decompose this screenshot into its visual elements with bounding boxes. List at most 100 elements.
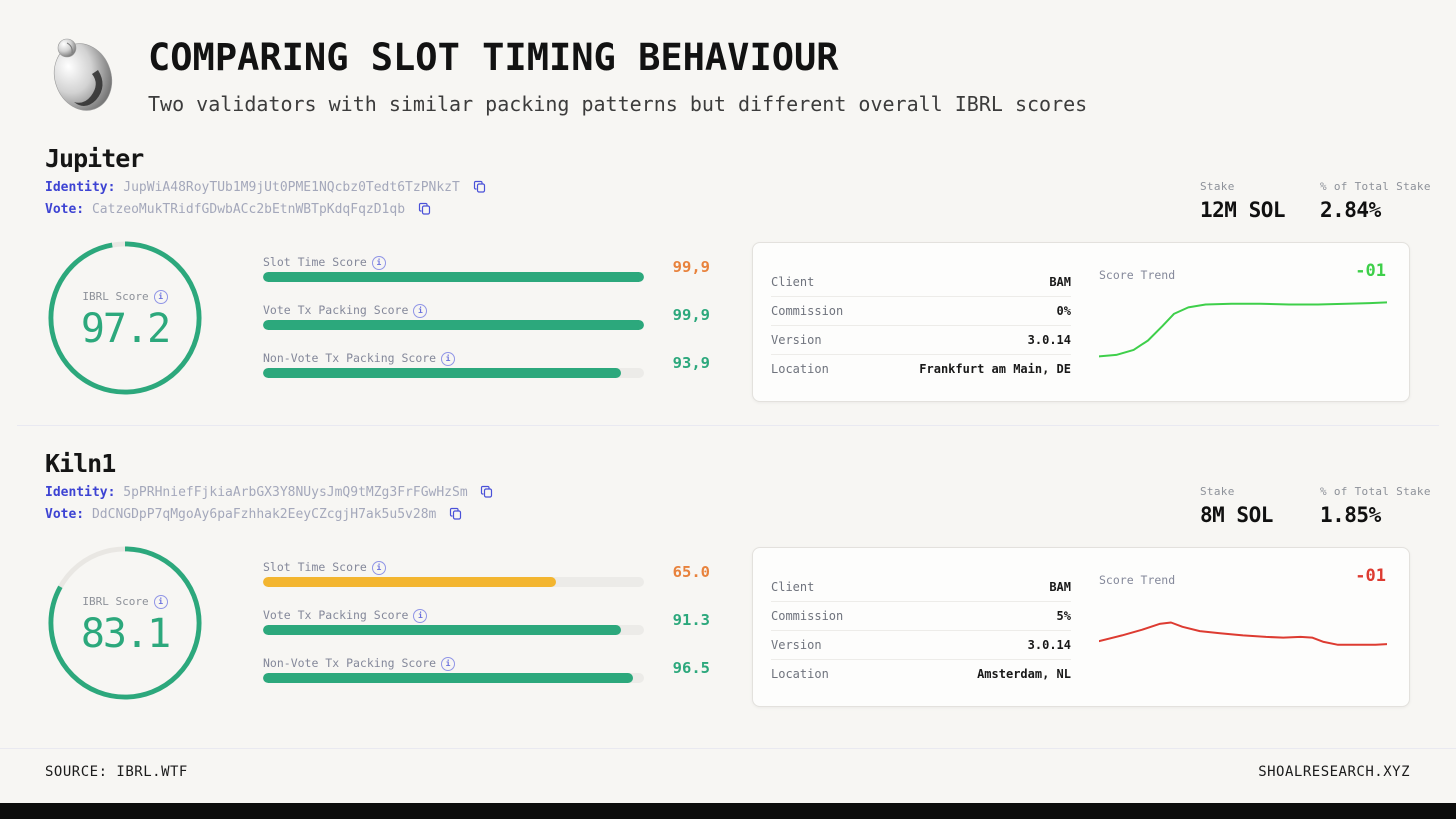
commission-value: 5% (1056, 609, 1071, 623)
info-icon[interactable]: i (413, 609, 428, 623)
metric-nonvote-packing: Non-Vote Tx Packing Score i 96.5 (263, 656, 713, 690)
commission-label: Commission (771, 609, 844, 623)
info-table: Client BAM Commission 5% Version 3.0.14 Loc… (771, 573, 1071, 688)
version-label: Version (771, 333, 822, 347)
location-label: Location (771, 362, 829, 376)
metric-bar-fill (263, 577, 557, 587)
copy-icon[interactable] (449, 507, 462, 524)
metric-bar-fill (263, 625, 622, 635)
metric-vote-packing: Vote Tx Packing Score i 99,9 (263, 303, 713, 337)
client-label: Client (771, 580, 815, 594)
commission-value: 0% (1056, 304, 1071, 318)
metric-nonvote-packing: Non-Vote Tx Packing Score i 93,9 (263, 351, 713, 385)
validator-info-card: Client BAM Commission 5% Version 3.0.14 Loc… (752, 547, 1410, 707)
stake-value: 8M SOL (1200, 503, 1273, 527)
pct-stake-stat: % of Total Stake 2.84% (1320, 180, 1456, 222)
identity-address: 5pPRHniefFjkiaArbGX3Y8NUysJmQ9tMZg3FrFGw… (123, 485, 468, 500)
pct-stake-label: % of Total Stake (1320, 180, 1431, 193)
table-row: Client BAM (771, 573, 1071, 602)
metric-bar-track (263, 320, 644, 330)
metric-bar-fill (263, 368, 622, 378)
metric-label-text: Slot Time Score (263, 560, 367, 574)
table-row: Version 3.0.14 (771, 326, 1071, 355)
ibrl-score-value: 83.1 (80, 611, 171, 657)
client-label: Client (771, 275, 815, 289)
ibrl-score-label-text: IBRL Score (82, 595, 149, 608)
ibrl-ring (48, 241, 202, 395)
location-value: Frankfurt am Main, DE (919, 362, 1071, 376)
metric-value: 93,9 (672, 354, 710, 372)
table-row: Commission 5% (771, 602, 1071, 631)
ibrl-score-value: 97.2 (80, 306, 171, 352)
page-title: COMPARING SLOT TIMING BEHAVIOUR (148, 36, 839, 79)
ibrl-score-label: IBRL Score i (47, 290, 203, 304)
ibrl-score-gauge: IBRL Score i 83.1 (47, 545, 203, 701)
copy-icon[interactable] (418, 202, 431, 219)
identity-row: Identity: JupWiA48RoyTUb1M9jUt0PME1NQcbz… (45, 180, 486, 197)
ibrl-score-label-text: IBRL Score (82, 290, 149, 303)
copy-icon[interactable] (480, 485, 493, 502)
ibrl-score-label: IBRL Score i (47, 595, 203, 609)
copy-icon[interactable] (473, 180, 486, 197)
info-icon[interactable]: i (441, 352, 456, 366)
table-row: Location Amsterdam, NL (771, 660, 1071, 688)
table-row: Client BAM (771, 268, 1071, 297)
metric-slot-time: Slot Time Score i 65.0 (263, 560, 713, 594)
score-trend-sparkline (1099, 301, 1387, 358)
metric-bar-fill (263, 272, 644, 282)
metric-label: Vote Tx Packing Score i (263, 303, 713, 318)
pct-stake-label: % of Total Stake (1320, 485, 1431, 498)
metric-value: 99,9 (672, 258, 710, 276)
vote-label: Vote: (45, 202, 85, 217)
vote-row: Vote: DdCNGDpP7qMgoAy6paFzhhak2EeyCZcgjH… (45, 507, 462, 524)
info-icon[interactable]: i (371, 561, 386, 575)
metric-label-text: Slot Time Score (263, 255, 367, 269)
page-subtitle: Two validators with similar packing patt… (148, 92, 1088, 116)
bottom-bar (0, 803, 1456, 819)
vote-label: Vote: (45, 507, 85, 522)
metric-label-text: Non-Vote Tx Packing Score (263, 656, 437, 670)
validator-name: Kiln1 (45, 449, 116, 478)
footer-divider (0, 748, 1456, 749)
stake-label: Stake (1200, 180, 1235, 193)
validator-info-card: Client BAM Commission 0% Version 3.0.14 Loc… (752, 242, 1410, 402)
vote-address: DdCNGDpP7qMgoAy6paFzhhak2EeyCZcgjH7ak5u5… (91, 507, 437, 522)
table-row: Version 3.0.14 (771, 631, 1071, 660)
info-icon[interactable]: i (153, 595, 168, 609)
stake-stat: Stake 12M SOL (1200, 180, 1360, 222)
metric-bar-track (263, 673, 644, 683)
pct-stake-stat: % of Total Stake 1.85% (1320, 485, 1456, 527)
metric-bar-fill (263, 673, 633, 683)
score-trend-label: Score Trend (1099, 573, 1176, 587)
info-icon[interactable]: i (413, 304, 428, 318)
location-label: Location (771, 667, 829, 681)
section-divider (17, 425, 1439, 426)
identity-address: JupWiA48RoyTUb1M9jUt0PME1NQcbz0Tedt6TzPN… (123, 180, 460, 195)
metric-vote-packing: Vote Tx Packing Score i 91.3 (263, 608, 713, 642)
info-icon[interactable]: i (371, 256, 386, 270)
client-value: BAM (1049, 275, 1071, 289)
score-trend-sparkline (1099, 621, 1387, 646)
vote-address: CatzeoMukTRidfGDwbACc2bEtnWBTpKdqFqzD1qb (91, 202, 406, 217)
metric-label-text: Vote Tx Packing Score (263, 303, 409, 317)
metric-label: Slot Time Score i (263, 560, 713, 575)
metric-value: 91.3 (672, 611, 710, 629)
brand-credit: SHOALRESEARCH.XYZ (1258, 764, 1410, 780)
stake-value: 12M SOL (1200, 198, 1286, 222)
vote-row: Vote: CatzeoMukTRidfGDwbACc2bEtnWBTpKdqF… (45, 202, 431, 219)
info-table: Client BAM Commission 0% Version 3.0.14 Loc… (771, 268, 1071, 383)
score-trend-delta: -01 (1355, 261, 1386, 281)
version-value: 3.0.14 (1027, 638, 1071, 652)
metric-value: 65.0 (672, 563, 710, 581)
info-icon[interactable]: i (441, 657, 456, 671)
location-value: Amsterdam, NL (977, 667, 1071, 681)
info-icon[interactable]: i (153, 290, 168, 304)
metric-label: Vote Tx Packing Score i (263, 608, 713, 623)
score-trend-delta: -01 (1355, 566, 1386, 586)
shell-logo (53, 38, 113, 111)
metric-value: 99,9 (672, 306, 710, 324)
ibrl-ring (48, 546, 202, 700)
version-value: 3.0.14 (1027, 333, 1071, 347)
metric-bar-fill (263, 320, 644, 330)
